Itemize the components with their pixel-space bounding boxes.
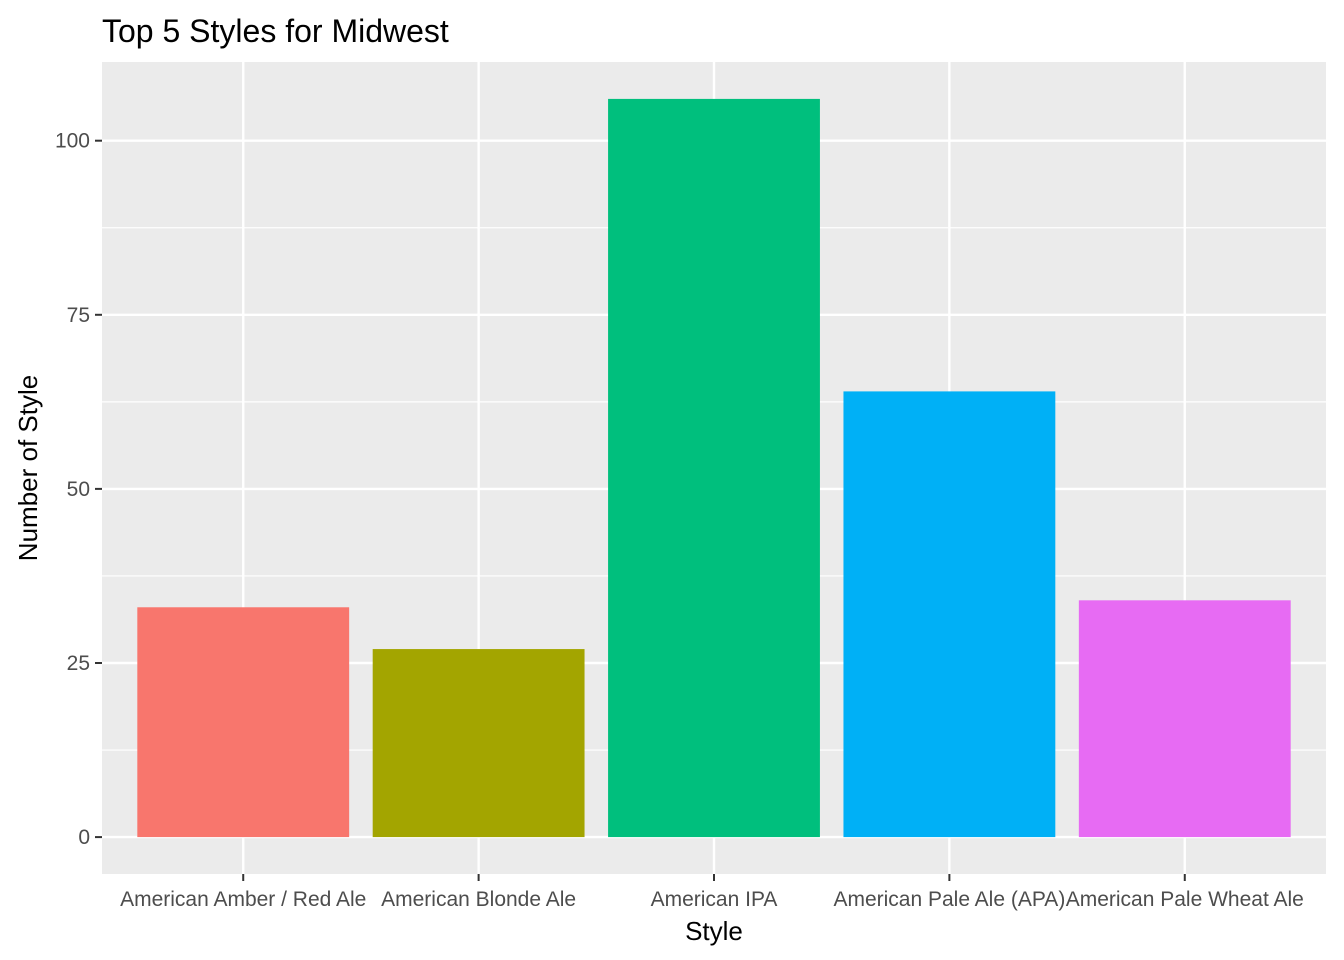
x-tick-label: American Pale Wheat Ale xyxy=(1066,888,1304,911)
bar xyxy=(608,98,820,838)
y-tick-label: 0 xyxy=(78,826,90,849)
x-axis: American Amber / Red Ale American Blonde … xyxy=(120,874,1304,911)
y-tick-label: 50 xyxy=(67,478,90,501)
y-tick-label: 75 xyxy=(67,304,90,327)
y-axis: 0 25 50 75 100 xyxy=(55,130,102,849)
x-tick-label: American Pale Ale (APA) xyxy=(833,888,1065,911)
x-axis-title: Style xyxy=(685,916,743,946)
bar xyxy=(1078,600,1291,838)
y-axis-title: Number of Style xyxy=(13,375,43,561)
y-tick-label: 25 xyxy=(67,652,90,675)
bar xyxy=(137,607,350,838)
x-tick-label: American IPA xyxy=(651,888,778,911)
bar xyxy=(372,649,585,838)
bar xyxy=(843,391,1056,838)
y-tick-label: 100 xyxy=(55,130,90,153)
bars xyxy=(137,98,1291,838)
x-tick-label: American Amber / Red Ale xyxy=(120,888,366,911)
x-tick-label: American Blonde Ale xyxy=(381,888,576,911)
chart-title: Top 5 Styles for Midwest xyxy=(102,13,449,49)
